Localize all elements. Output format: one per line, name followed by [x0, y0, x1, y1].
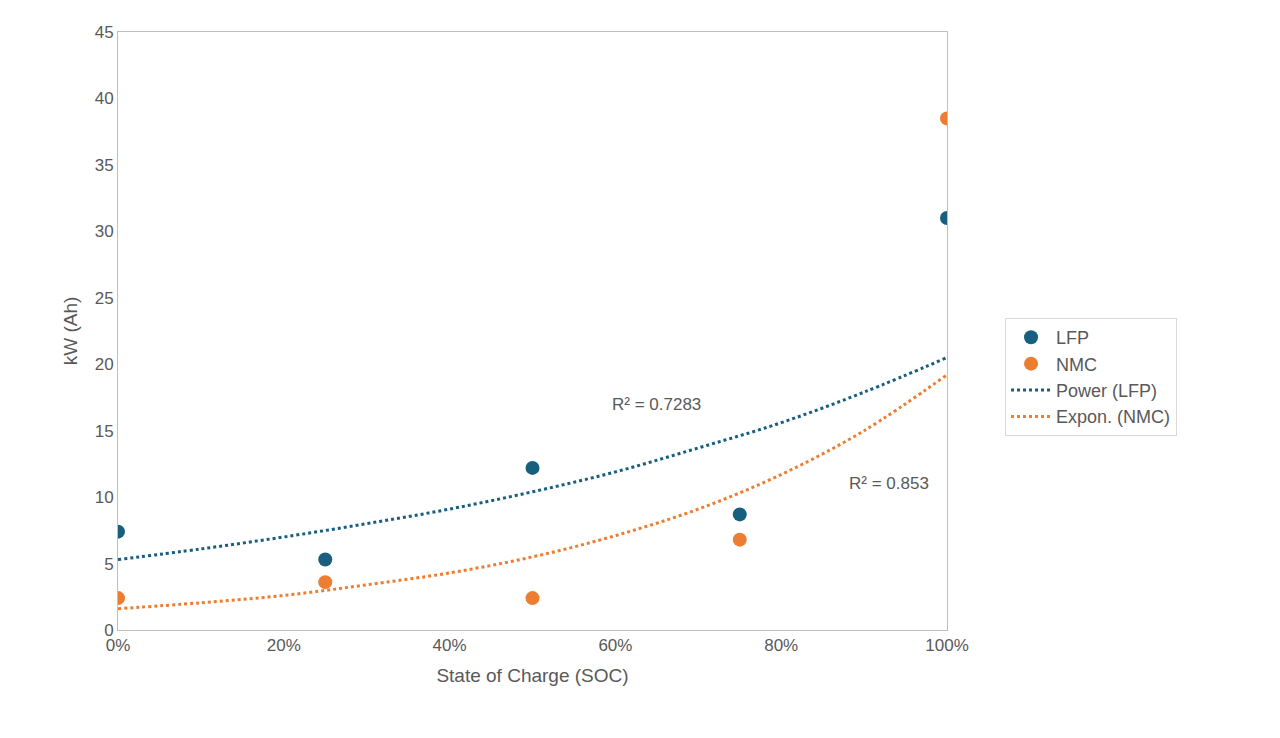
svg-text:80%: 80% [764, 636, 798, 655]
svg-text:5: 5 [104, 555, 113, 574]
svg-text:20%: 20% [267, 636, 301, 655]
svg-text:LFP: LFP [1056, 328, 1089, 348]
svg-text:25: 25 [95, 289, 114, 308]
svg-text:0%: 0% [106, 636, 131, 655]
svg-text:20: 20 [95, 355, 114, 374]
svg-text:30: 30 [95, 222, 114, 241]
svg-text:State of Charge (SOC): State of Charge (SOC) [436, 665, 628, 686]
svg-text:Power (LFP): Power (LFP) [1056, 381, 1157, 401]
svg-text:R² = 0.7283: R² = 0.7283 [612, 395, 701, 414]
svg-text:0: 0 [104, 621, 113, 640]
svg-text:45: 45 [95, 23, 114, 42]
svg-text:100%: 100% [925, 636, 968, 655]
svg-text:40%: 40% [433, 636, 467, 655]
svg-text:35: 35 [95, 156, 114, 175]
svg-text:R² = 0.853: R² = 0.853 [849, 474, 929, 493]
svg-text:40: 40 [95, 89, 114, 108]
svg-text:Expon. (NMC): Expon. (NMC) [1056, 407, 1170, 427]
svg-text:kW (Ah): kW (Ah) [60, 297, 81, 366]
svg-text:15: 15 [95, 422, 114, 441]
svg-text:10: 10 [95, 488, 114, 507]
svg-text:60%: 60% [598, 636, 632, 655]
svg-text:NMC: NMC [1056, 355, 1097, 375]
